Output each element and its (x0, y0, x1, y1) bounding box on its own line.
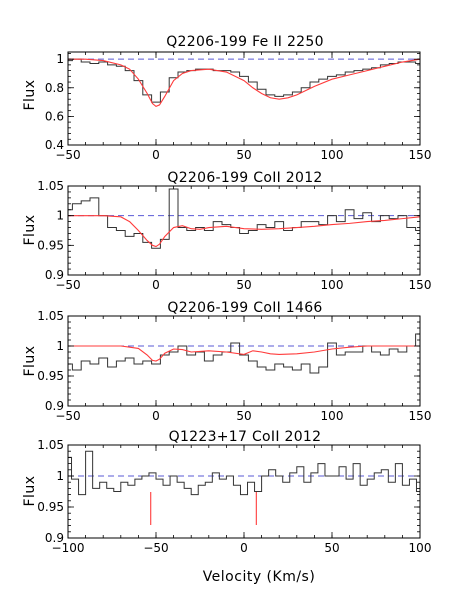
x-tick-label: 0 (152, 148, 160, 162)
y-axis-label: Flux (22, 345, 38, 376)
x-tick-label: −50 (143, 541, 168, 555)
x-tick-label: −100 (52, 541, 85, 555)
x-tick-label: −50 (55, 278, 80, 292)
model-fit-line (68, 345, 420, 362)
x-tick-label: 0 (152, 409, 160, 423)
data-histogram (68, 450, 420, 496)
y-tick-label: 1.05 (37, 309, 64, 323)
data-histogram (68, 58, 420, 103)
y-axis-label: Flux (22, 214, 38, 245)
y-axis-label: Flux (22, 475, 38, 506)
y-tick-label: 0.95 (37, 238, 64, 252)
y-tick-label: 0.9 (45, 268, 64, 282)
x-tick-label: 100 (321, 409, 344, 423)
y-tick-label: 0.6 (45, 109, 64, 123)
panel-co2-2012-q1223: Q1223+17 CoII 2012 Flux Velocity (Km/s) … (22, 429, 431, 585)
y-tick-label: 1 (56, 339, 64, 353)
x-tick-label: 150 (409, 148, 432, 162)
x-tick-label: −50 (55, 148, 80, 162)
x-tick-label: 100 (409, 541, 432, 555)
y-tick-label: 0.9 (45, 399, 64, 413)
model-fit-line (68, 215, 421, 248)
x-tick-label: 150 (409, 409, 432, 423)
panel-co2-2012-q2206: Q2206-199 CoII 2012 Flux −50 0 50 100 150 0.9… (22, 170, 431, 292)
y-tick-label: 0.8 (45, 81, 64, 95)
panel-co2-1466: Q2206-199 CoII 1466 Flux −50 0 50 100 150 0.9… (22, 300, 431, 423)
y-axis-label: Flux (22, 79, 38, 110)
data-histogram (68, 188, 420, 249)
y-tick-label: 1 (56, 469, 64, 483)
x-tick-label: 150 (409, 278, 432, 292)
panel-fe2-2250: Q2206-199 Fe II 2250 Flux −50 0 50 100 150 0.… (22, 34, 431, 162)
y-tick-label: 1 (56, 209, 64, 223)
data-histogram (68, 333, 420, 374)
panel-title: Q1223+17 CoII 2012 (169, 429, 322, 445)
y-tick-label: 0.95 (37, 369, 64, 383)
panel-title: Q2206-199 CoII 1466 (167, 300, 322, 316)
y-tick-label: 1 (56, 52, 64, 66)
panel-title: Q2206-199 CoII 2012 (167, 170, 322, 186)
panel-title: Q2206-199 Fe II 2250 (166, 34, 324, 50)
y-tick-label: 1.05 (37, 438, 64, 452)
x-tick-label: −50 (55, 409, 80, 423)
x-tick-label: 0 (152, 278, 160, 292)
x-tick-label: 100 (321, 278, 344, 292)
x-tick-label: 0 (240, 541, 248, 555)
x-axis-label: Velocity (Km/s) (203, 569, 316, 585)
y-tick-label: 0.95 (37, 500, 64, 514)
x-tick-label: 50 (236, 148, 251, 162)
x-tick-label: 50 (236, 409, 251, 423)
x-tick-label: 50 (236, 278, 251, 292)
x-tick-label: 100 (321, 148, 344, 162)
y-tick-label: 1.05 (37, 179, 64, 193)
y-tick-label: 0.9 (45, 531, 64, 545)
y-tick-label: 0.4 (45, 138, 64, 152)
x-tick-label: 50 (324, 541, 339, 555)
model-fit-line (68, 58, 421, 108)
